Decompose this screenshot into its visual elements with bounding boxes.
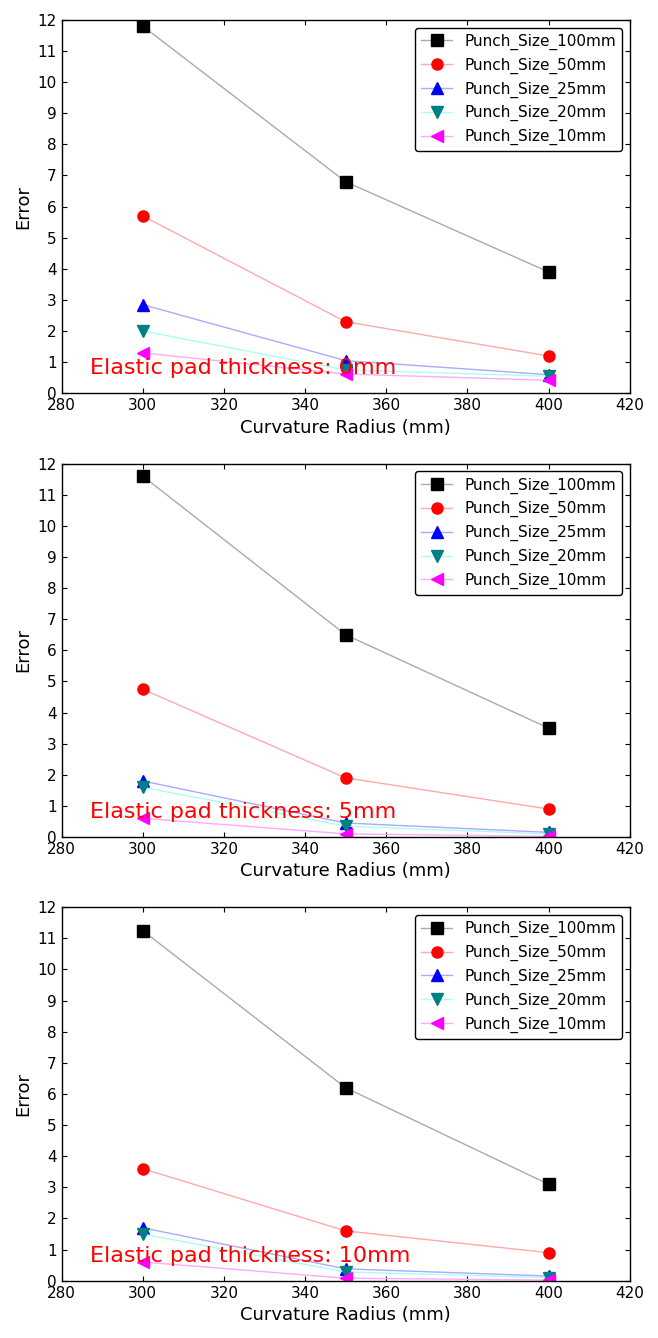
Punch_Size_25mm (342, 353, 349, 369)
Punch_Size_10mm (342, 367, 349, 383)
Text: Elastic pad thickness: 5mm: Elastic pad thickness: 5mm (90, 801, 396, 822)
Punch_Size_20mm (545, 368, 553, 384)
Punch_Size_50mm (342, 1223, 349, 1239)
Punch_Size_25mm (139, 297, 147, 313)
Punch_Size_20mm (139, 1226, 147, 1242)
Punch_Size_25mm (139, 1220, 147, 1236)
Text: Elastic pad thickness: 10mm: Elastic pad thickness: 10mm (90, 1246, 411, 1266)
Punch_Size_25mm (342, 815, 349, 831)
Punch_Size_20mm (545, 826, 553, 842)
Line: Punch_Size_100mm: Punch_Size_100mm (137, 471, 554, 733)
Punch_Size_25mm (545, 824, 553, 840)
Line: Punch_Size_10mm: Punch_Size_10mm (137, 1256, 554, 1286)
Legend: Punch_Size_100mm, Punch_Size_50mm, Punch_Size_25mm, Punch_Size_20mm, Punch_Size_: Punch_Size_100mm, Punch_Size_50mm, Punch… (415, 28, 622, 151)
X-axis label: Curvature Radius (mm): Curvature Radius (mm) (240, 863, 451, 880)
Punch_Size_100mm (139, 923, 147, 939)
Punch_Size_100mm (342, 1080, 349, 1096)
Punch_Size_50mm (342, 769, 349, 785)
Punch_Size_25mm (545, 367, 553, 383)
Punch_Size_20mm (342, 818, 349, 834)
Punch_Size_50mm (139, 207, 147, 223)
Punch_Size_10mm (545, 1272, 553, 1288)
X-axis label: Curvature Radius (mm): Curvature Radius (mm) (240, 419, 451, 436)
Punch_Size_10mm (545, 372, 553, 388)
Punch_Size_100mm (545, 264, 553, 280)
Punch_Size_50mm (342, 313, 349, 329)
Line: Punch_Size_100mm: Punch_Size_100mm (137, 20, 554, 277)
Punch_Size_100mm (545, 1176, 553, 1192)
Punch_Size_10mm (545, 828, 553, 844)
Punch_Size_10mm (342, 1270, 349, 1286)
Line: Punch_Size_25mm: Punch_Size_25mm (137, 776, 554, 838)
Punch_Size_50mm (545, 348, 553, 364)
Y-axis label: Error: Error (14, 1072, 32, 1116)
Punch_Size_10mm (139, 1254, 147, 1270)
Line: Punch_Size_20mm: Punch_Size_20mm (137, 1228, 554, 1283)
Punch_Size_10mm (139, 345, 147, 361)
Line: Punch_Size_50mm: Punch_Size_50mm (137, 210, 554, 361)
Punch_Size_100mm (342, 626, 349, 642)
Line: Punch_Size_100mm: Punch_Size_100mm (137, 925, 554, 1189)
Line: Punch_Size_10mm: Punch_Size_10mm (137, 812, 554, 842)
Line: Punch_Size_20mm: Punch_Size_20mm (137, 781, 554, 839)
Punch_Size_50mm (545, 1244, 553, 1260)
Line: Punch_Size_10mm: Punch_Size_10mm (137, 348, 554, 385)
Punch_Size_10mm (139, 811, 147, 827)
Punch_Size_20mm (139, 779, 147, 795)
Punch_Size_100mm (545, 720, 553, 736)
Punch_Size_100mm (139, 468, 147, 484)
Punch_Size_100mm (342, 174, 349, 190)
Line: Punch_Size_25mm: Punch_Size_25mm (137, 300, 554, 380)
Punch_Size_20mm (342, 1264, 349, 1280)
Text: Elastic pad thickness: 0mm: Elastic pad thickness: 0mm (90, 359, 396, 379)
Line: Punch_Size_20mm: Punch_Size_20mm (137, 325, 554, 381)
Punch_Size_25mm (342, 1260, 349, 1276)
Punch_Size_20mm (545, 1270, 553, 1286)
X-axis label: Curvature Radius (mm): Curvature Radius (mm) (240, 1306, 451, 1325)
Punch_Size_10mm (342, 826, 349, 842)
Line: Punch_Size_50mm: Punch_Size_50mm (137, 684, 554, 815)
Line: Punch_Size_25mm: Punch_Size_25mm (137, 1222, 554, 1282)
Punch_Size_25mm (545, 1268, 553, 1284)
Punch_Size_50mm (139, 1160, 147, 1176)
Punch_Size_50mm (545, 801, 553, 818)
Punch_Size_50mm (139, 681, 147, 697)
Y-axis label: Error: Error (14, 629, 32, 672)
Punch_Size_20mm (342, 363, 349, 379)
Y-axis label: Error: Error (14, 185, 32, 229)
Legend: Punch_Size_100mm, Punch_Size_50mm, Punch_Size_25mm, Punch_Size_20mm, Punch_Size_: Punch_Size_100mm, Punch_Size_50mm, Punch… (415, 915, 622, 1038)
Legend: Punch_Size_100mm, Punch_Size_50mm, Punch_Size_25mm, Punch_Size_20mm, Punch_Size_: Punch_Size_100mm, Punch_Size_50mm, Punch… (415, 471, 622, 595)
Punch_Size_25mm (139, 773, 147, 789)
Punch_Size_100mm (139, 19, 147, 35)
Line: Punch_Size_50mm: Punch_Size_50mm (137, 1163, 554, 1258)
Punch_Size_20mm (139, 322, 147, 339)
